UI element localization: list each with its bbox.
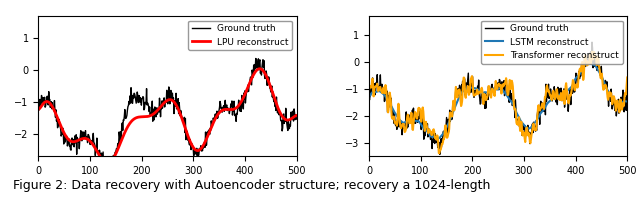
Transformer reconstruct [623,76,631,79]
Transformer reconstruct [577,70,585,72]
LSTM reconstruct [365,95,372,98]
Transformer reconstruct [435,152,443,154]
LSTM reconstruct [583,62,591,65]
Transformer reconstruct [519,131,527,133]
LSTM reconstruct [488,89,496,91]
LPU reconstruct [287,117,295,120]
Ground truth [175,112,182,115]
Line: LPU reconstruct: LPU reconstruct [38,69,297,163]
Ground truth [577,72,585,75]
LSTM reconstruct [618,101,626,103]
Ground truth [252,57,260,60]
Ground truth [247,76,255,78]
Ground truth [365,94,372,96]
LPU reconstruct [157,104,165,107]
Ground truth [293,118,301,120]
Line: Ground truth: Ground truth [369,42,627,154]
Ground truth [287,114,295,117]
LSTM reconstruct [435,137,442,140]
Transformer reconstruct [588,51,596,53]
Line: Transformer reconstruct: Transformer reconstruct [369,52,627,153]
Ground truth [35,107,42,110]
Text: Figure 2: Data recovery with Autoencoder structure; recovery a 1024-length: Figure 2: Data recovery with Autoencoder… [13,179,490,192]
LPU reconstruct [247,80,255,82]
Ground truth [488,83,496,86]
LSTM reconstruct [490,88,497,90]
Transformer reconstruct [488,87,496,90]
LPU reconstruct [293,114,301,117]
Transformer reconstruct [506,83,513,86]
LPU reconstruct [159,103,167,105]
Ground truth [490,87,497,89]
Ground truth [436,153,444,156]
Line: LSTM reconstruct: LSTM reconstruct [369,63,627,138]
LPU reconstruct [256,68,264,70]
Line: Ground truth: Ground truth [38,59,297,173]
Transformer reconstruct [490,90,497,92]
Legend: Ground truth, LPU reconstruct: Ground truth, LPU reconstruct [188,21,292,50]
Transformer reconstruct [618,108,626,111]
Ground truth [159,103,167,105]
Ground truth [623,93,631,95]
LPU reconstruct [104,162,111,164]
Ground truth [618,104,626,106]
LSTM reconstruct [623,100,631,103]
Ground truth [506,101,513,103]
Ground truth [157,108,165,110]
LPU reconstruct [189,145,196,148]
LSTM reconstruct [519,123,527,125]
Transformer reconstruct [365,90,372,92]
Ground truth [519,123,527,125]
LPU reconstruct [175,109,182,111]
Ground truth [588,41,596,43]
Ground truth [102,172,109,174]
Ground truth [189,145,196,147]
LPU reconstruct [35,108,42,111]
LSTM reconstruct [577,70,585,73]
Legend: Ground truth, LSTM reconstruct, Transformer reconstruct: Ground truth, LSTM reconstruct, Transfor… [481,21,623,64]
LSTM reconstruct [506,98,513,100]
